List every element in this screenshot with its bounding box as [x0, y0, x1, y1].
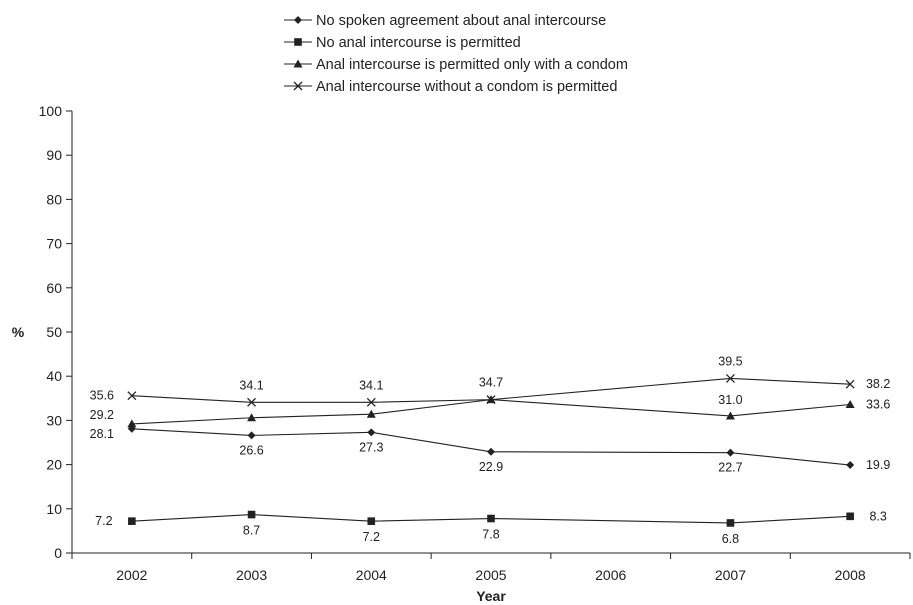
x-tick-label: 2008: [835, 567, 866, 583]
data-label: 34.1: [239, 378, 263, 392]
data-point: [128, 517, 136, 525]
data-label: 6.8: [722, 532, 739, 546]
legend-marker: [294, 16, 302, 24]
data-point: [846, 512, 854, 521]
y-tick-label: 70: [46, 236, 62, 252]
axes: 0 10 20 30 40 50 60 70 80 90 100 2002 2003 2004 2005 20…: [39, 103, 911, 583]
data-label: 19.9: [866, 458, 890, 472]
data-point: [247, 413, 257, 422]
data-label: 29.2: [90, 408, 114, 422]
legend-label: No spoken agreement about anal intercour…: [316, 13, 606, 29]
legend-item: Anal intercourse is permitted only with …: [284, 57, 628, 73]
data-label: 8.3: [869, 509, 886, 523]
y-tick-label: 40: [46, 368, 62, 384]
legend-item: No anal intercourse is permitted: [284, 35, 521, 51]
series-line: [131, 428, 851, 466]
data-label: 7.2: [95, 514, 112, 528]
legend-label: No anal intercourse is permitted: [316, 35, 521, 51]
data-label: 38.2: [866, 377, 890, 391]
y-tick-label: 90: [46, 147, 62, 163]
y-tick-label: 100: [39, 103, 63, 119]
data-label: 8.7: [243, 524, 260, 538]
x-tick-label: 2002: [116, 567, 147, 583]
data-point: [845, 379, 855, 389]
data-label: 22.9: [479, 460, 503, 474]
y-tick-label: 30: [46, 412, 62, 428]
data-label: 7.2: [363, 530, 380, 544]
data-label: 34.7: [479, 376, 503, 390]
data-label: 22.7: [718, 461, 742, 475]
data-label: 26.6: [239, 443, 263, 457]
data-point: [487, 514, 495, 523]
data-point: [366, 397, 376, 407]
data-point: [845, 399, 855, 408]
series-lines: [131, 377, 851, 524]
series-line: [131, 399, 851, 425]
legend-marker: [293, 81, 303, 91]
y-tick-label: 60: [46, 280, 62, 296]
data-point: [726, 519, 735, 527]
legend-item: No spoken agreement about anal intercour…: [284, 13, 606, 29]
data-point: [366, 409, 376, 418]
data-point: [367, 517, 376, 525]
y-tick-label: 50: [46, 324, 62, 340]
data-label: 28.1: [90, 427, 114, 441]
x-tick-label: 2007: [715, 567, 746, 583]
data-labels: 28.1 26.6 27.3 22.9 22.7 19.9 7.2 8.7 7.2 7.8 6.8 8…: [90, 354, 891, 546]
legend-marker: [293, 59, 303, 68]
data-label: 34.1: [359, 378, 383, 392]
legend-label: Anal intercourse without a condom is per…: [316, 79, 617, 95]
y-tick-label: 0: [54, 545, 62, 561]
x-axis-title: Year: [476, 588, 506, 604]
markers: [127, 373, 855, 527]
series-line: [131, 377, 851, 403]
x-tick-label: 2006: [595, 567, 626, 583]
data-label: 31.0: [718, 393, 742, 407]
data-point: [726, 448, 735, 457]
data-point: [367, 428, 376, 437]
y-tick-label: 20: [46, 457, 62, 473]
legend-marker: [294, 38, 302, 46]
data-point: [127, 391, 137, 401]
data-label: 7.8: [482, 528, 499, 542]
data-point: [725, 411, 735, 420]
data-point: [725, 373, 735, 383]
data-point: [247, 510, 256, 519]
data-point: [846, 461, 855, 470]
legend-item: Anal intercourse without a condom is per…: [284, 79, 617, 95]
legend: No spoken agreement about anal intercour…: [284, 13, 628, 95]
y-tick-label: 10: [46, 501, 62, 517]
x-tick-label: 2005: [475, 567, 506, 583]
data-label: 27.3: [359, 440, 383, 454]
data-point: [247, 397, 257, 407]
legend-label: Anal intercourse is permitted only with …: [316, 57, 628, 73]
data-label: 35.6: [90, 389, 114, 403]
x-tick-label: 2004: [356, 567, 387, 583]
data-point: [127, 419, 137, 428]
data-point: [486, 395, 496, 405]
data-label: 33.6: [866, 397, 890, 411]
data-point: [487, 447, 495, 456]
data-point: [247, 431, 256, 440]
y-axis-title: %: [12, 324, 25, 340]
data-label: 39.5: [718, 354, 742, 368]
series-line: [131, 513, 851, 524]
x-tick-label: 2003: [236, 567, 267, 583]
y-tick-label: 80: [46, 191, 62, 207]
